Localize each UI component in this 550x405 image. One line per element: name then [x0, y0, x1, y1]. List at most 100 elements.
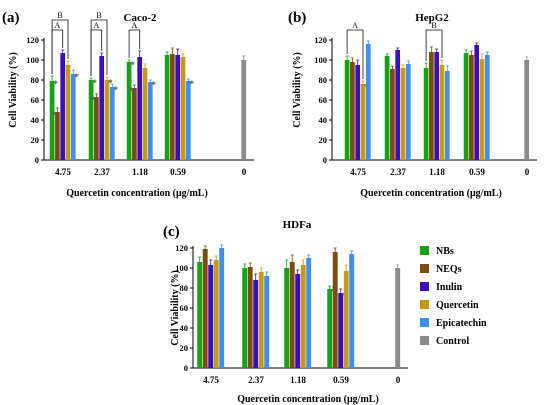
- y-tick-label: 60: [31, 95, 40, 105]
- legend: NBs NEQs Inulin Quercetin Epicatechin Control: [420, 246, 487, 347]
- significance-star: *: [53, 79, 58, 89]
- legend-label-neqs: NEQs: [436, 264, 462, 275]
- bar-quercetin: [300, 265, 306, 368]
- x-tick-label: 4.75: [55, 167, 71, 177]
- x-tick-label: 0.59: [170, 167, 186, 177]
- panel-c-xlabel: Quercetin concentration (μg/mL): [237, 394, 379, 405]
- bar-quercetin: [104, 80, 110, 160]
- x-tick-label: 4.75: [350, 167, 366, 177]
- bar-inulin: [395, 50, 401, 160]
- legend-label-control: Control: [436, 336, 469, 347]
- legend-swatch-quercetin: [420, 300, 429, 309]
- bar-inulin: [99, 56, 105, 160]
- bar-inulin: [208, 265, 214, 368]
- panel-a-title: Caco-2: [124, 12, 157, 24]
- panel-b-xlabel: Quercetin concentration (μg/mL): [360, 188, 502, 199]
- significance-star: *: [75, 72, 80, 82]
- bar-neqs: [94, 97, 99, 160]
- bar-quercetin: [258, 272, 264, 368]
- bracket-line: [51, 29, 64, 74]
- significance-bracket: B: [425, 21, 443, 61]
- bracket-line: [90, 29, 103, 76]
- x-tick-label: 2.37: [248, 375, 264, 385]
- legend-swatch-epicatechin: [420, 318, 429, 327]
- bar-epicatechin: [306, 258, 312, 368]
- significance-bracket: A: [346, 21, 364, 79]
- bar-control: [524, 60, 530, 160]
- bar-nbs: [164, 55, 170, 160]
- bracket-label: B: [431, 21, 436, 30]
- bar-nbs: [327, 289, 333, 368]
- bracket-label: B: [96, 11, 101, 20]
- bracket-line: [346, 29, 364, 79]
- bar-nbs: [284, 268, 290, 368]
- bar-neqs: [132, 88, 137, 160]
- bar-epicatechin: [185, 81, 191, 160]
- significance-star: *: [114, 85, 119, 95]
- bracket-label: A: [55, 21, 61, 30]
- panel-a-ylabel: Cell Viability (%): [8, 52, 19, 128]
- bar-epicatechin: [219, 248, 225, 368]
- legend-label-epicatechin: Epicatechin: [436, 318, 487, 329]
- bar-quercetin: [400, 68, 406, 160]
- panel-c-label: (c): [163, 224, 180, 240]
- bar-inulin: [253, 280, 259, 368]
- bar-neqs: [289, 262, 295, 368]
- bar-quercetin: [479, 59, 485, 160]
- bar-control: [241, 60, 247, 160]
- bar-epicatechin: [70, 74, 76, 160]
- bar-nbs: [344, 60, 350, 160]
- bar-quercetin: [142, 68, 148, 160]
- y-tick-label: 120: [26, 35, 39, 45]
- y-tick-label: 40: [319, 115, 328, 125]
- panel-b-label: (b): [288, 10, 306, 26]
- legend-label-inulin: Inulin: [436, 282, 463, 293]
- significance-star: *: [152, 80, 157, 90]
- bar-neqs: [170, 54, 175, 160]
- y-tick-label: 80: [31, 75, 40, 85]
- panel-b: (b) HepG2 Cell Viability (%) Quercetin c…: [288, 10, 502, 199]
- panel-a: (a) Caco-2 Cell Viability (%) Quercetin …: [2, 10, 208, 199]
- y-tick-label: 0: [184, 363, 188, 373]
- y-tick-label: 60: [319, 95, 328, 105]
- y-tick-label: 100: [175, 263, 188, 273]
- bar-quercetin: [360, 84, 366, 160]
- legend-swatch-control: [420, 336, 429, 345]
- y-tick-label: 80: [180, 283, 189, 293]
- panel-c-title: HDFa: [283, 219, 312, 231]
- x-tick-label: 2.37: [390, 167, 406, 177]
- bar-nbs: [384, 56, 390, 160]
- bar-inulin: [295, 274, 301, 368]
- y-tick-label: 0: [35, 155, 39, 165]
- bar-epicatechin: [349, 254, 355, 368]
- x-tick-label: 0: [525, 167, 530, 177]
- y-tick-label: 120: [175, 243, 188, 253]
- panel-c: (c) HDFa Cell Viability (%) Quercetin co…: [163, 219, 379, 405]
- bar-nbs: [126, 62, 132, 160]
- bar-nbs: [463, 53, 469, 160]
- bracket-label: A: [132, 21, 138, 30]
- significance-star: *: [190, 79, 195, 89]
- y-tick-label: 60: [180, 303, 189, 313]
- panel-c-ylabel: Cell Viability (%): [170, 270, 181, 346]
- bar-inulin: [338, 293, 344, 368]
- bar-inulin: [137, 57, 143, 160]
- bracket-line: [128, 29, 141, 58]
- x-tick-label: 4.75: [203, 375, 219, 385]
- legend-swatch-inulin: [420, 282, 429, 291]
- significance-star: *: [92, 78, 97, 88]
- y-tick-label: 80: [319, 75, 328, 85]
- legend-label-quercetin: Quercetin: [436, 300, 479, 311]
- bar-control: [395, 268, 401, 368]
- bar-neqs: [55, 112, 60, 160]
- y-tick-label: 20: [31, 135, 40, 145]
- panel-a-xlabel: Quercetin concentration (μg/mL): [66, 188, 208, 199]
- legend-label-nbs: NBs: [436, 246, 454, 257]
- panel-a-label: (a): [2, 10, 20, 26]
- x-tick-label: 1.18: [132, 167, 148, 177]
- significance-star: *: [108, 78, 113, 88]
